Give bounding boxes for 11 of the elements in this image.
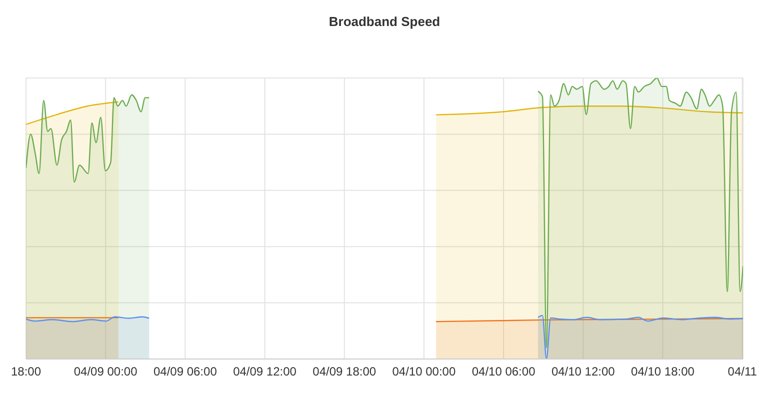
x-tick-label: 04/09 00:00 — [74, 364, 138, 379]
chart-title: Broadband Speed — [328, 13, 442, 31]
x-tick-label: 04/09 06:00 — [153, 364, 218, 379]
x-tick-label: 04/11 — [728, 364, 758, 379]
x-tick-label: 04/10 12:00 — [551, 364, 616, 379]
x-tick-label: 04/10 06:00 — [472, 364, 536, 379]
x-tick-label: 04/10 00:00 — [392, 364, 456, 379]
x-tick-label: 18:00 — [10, 364, 42, 379]
x-tick-label: 04/10 18:00 — [631, 364, 695, 379]
x-tick-label: 04/09 18:00 — [312, 364, 376, 379]
x-tick-label: 04/09 12:00 — [233, 364, 297, 379]
